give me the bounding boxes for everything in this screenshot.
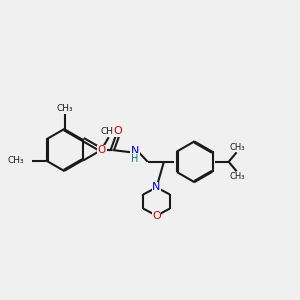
Text: O: O	[98, 145, 106, 155]
Text: N: N	[152, 182, 161, 192]
Text: N: N	[131, 146, 139, 156]
Text: CH₃: CH₃	[56, 104, 73, 113]
Text: CH₃: CH₃	[8, 156, 24, 165]
Text: H: H	[131, 154, 139, 164]
Text: O: O	[114, 126, 123, 136]
Text: CH₃: CH₃	[230, 172, 245, 181]
Text: O: O	[152, 211, 161, 221]
Text: CH₃: CH₃	[100, 128, 117, 136]
Text: CH₃: CH₃	[230, 142, 245, 152]
